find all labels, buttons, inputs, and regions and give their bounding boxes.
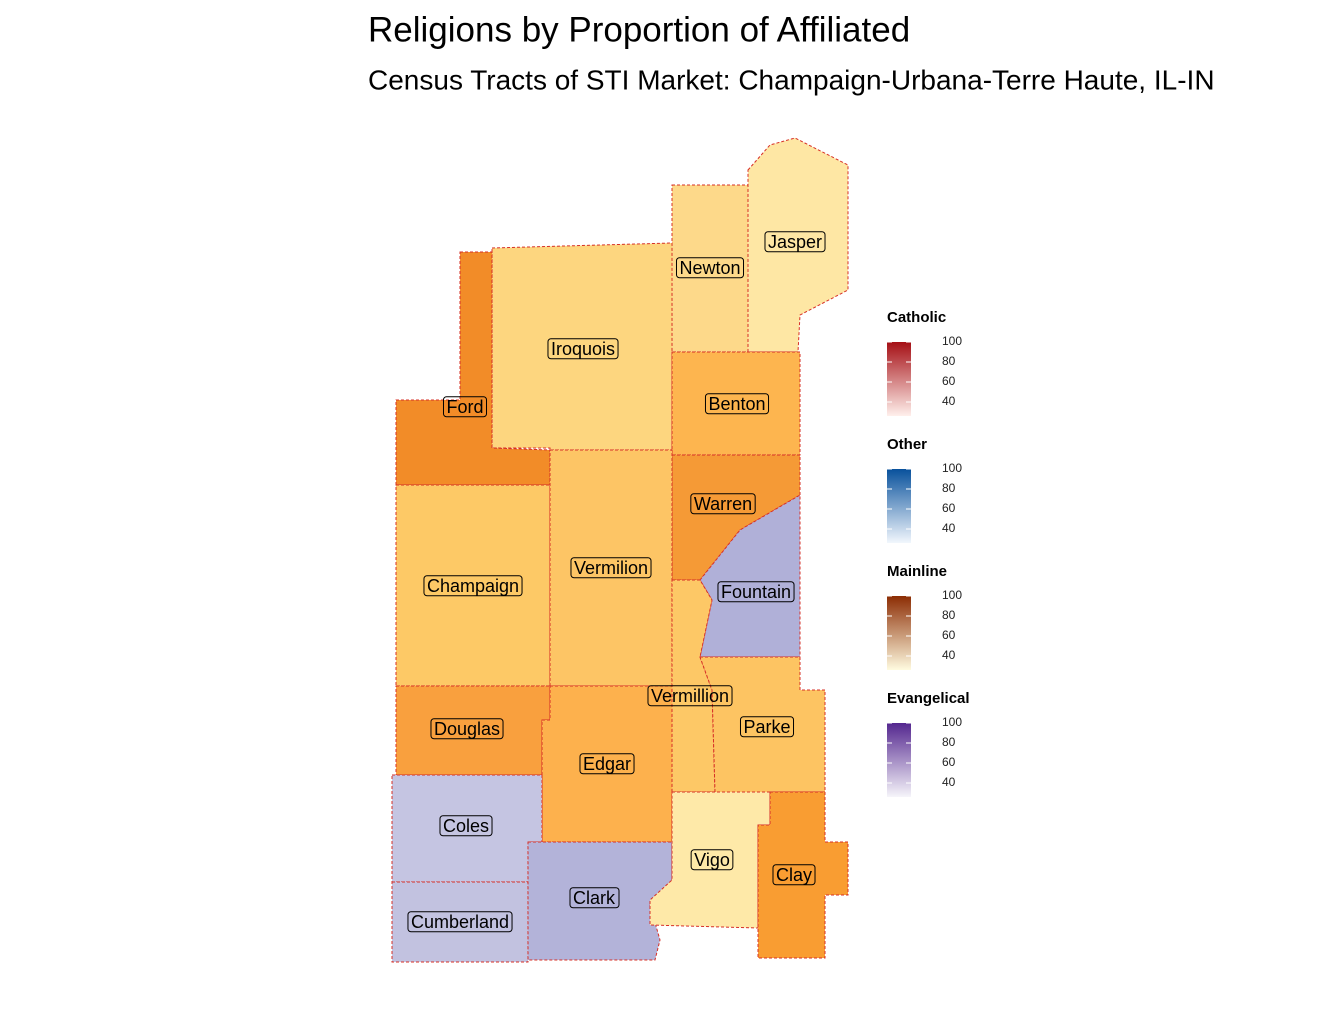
county-label: Vigo [694, 850, 730, 870]
county-label-box [690, 849, 734, 871]
county-label-box [579, 753, 635, 775]
colorbar-tick-label: 80 [942, 481, 956, 495]
county-label: Clark [573, 888, 616, 908]
colorbar-tick-label: 100 [942, 588, 962, 602]
colorbar [887, 469, 911, 543]
county-label-box [570, 557, 652, 579]
colorbar-tick-label: 80 [942, 354, 956, 368]
county-label-box [547, 338, 619, 360]
colorbar-tick-label: 60 [942, 501, 956, 515]
county-area [391, 881, 529, 963]
legend-title: Catholic [887, 309, 946, 326]
county-label: Fountain [721, 582, 791, 602]
county-label: Benton [708, 394, 765, 414]
county-label-box [569, 887, 620, 909]
county-label-box [772, 864, 816, 886]
county-label: Coles [443, 816, 489, 836]
subtitle: Census Tracts of STI Market: Champaign-U… [368, 64, 1215, 95]
legend-title: Mainline [887, 563, 947, 580]
county-label: Warren [694, 494, 752, 514]
county-label: Clay [776, 865, 812, 885]
county-label: Cumberland [411, 912, 509, 932]
colorbar-tick-label: 40 [942, 394, 956, 408]
county-label: Newton [679, 258, 740, 278]
county-label-box [423, 575, 523, 597]
county-area [747, 137, 849, 353]
colorbar-tick-label: 100 [942, 334, 962, 348]
colorbar [887, 723, 911, 797]
county-label: Vermilion [574, 558, 648, 578]
county-label: Douglas [434, 719, 500, 739]
county-label-box [717, 581, 795, 603]
colorbar-tick-label: 100 [942, 715, 962, 729]
county-area [491, 242, 673, 451]
county-area [699, 656, 826, 793]
county-label: Edgar [583, 754, 631, 774]
county-label-box [704, 393, 770, 415]
county-label-box [442, 396, 488, 418]
county-label: Ford [446, 397, 483, 417]
county-area [757, 791, 849, 959]
county-label-box [430, 718, 504, 740]
colorbar [887, 596, 911, 670]
legend-title: Evangelical [887, 690, 970, 707]
county-label-box [764, 231, 826, 253]
county-label-box [675, 257, 745, 279]
county-label-box [739, 716, 795, 738]
colorbar-tick-label: 60 [942, 374, 956, 388]
colorbar-tick-label: 80 [942, 735, 956, 749]
colorbar-tick-label: 60 [942, 628, 956, 642]
title: Religions by Proportion of Affiliated [368, 10, 910, 49]
county-label-box [647, 685, 733, 707]
county-label-box [439, 815, 493, 837]
county-label: Champaign [427, 576, 519, 596]
colorbar-tick-label: 40 [942, 648, 956, 662]
colorbar-tick-label: 100 [942, 461, 962, 475]
county-label: Jasper [768, 232, 822, 252]
county-label-box [407, 911, 513, 933]
county-label: Iroquois [551, 339, 615, 359]
county-label: Vermillion [651, 686, 729, 706]
county-label: Parke [743, 717, 790, 737]
colorbar-tick-label: 40 [942, 521, 956, 535]
colorbar-tick-label: 80 [942, 608, 956, 622]
county-label-box [690, 493, 756, 515]
colorbar [887, 342, 911, 416]
colorbar-tick-label: 60 [942, 755, 956, 769]
colorbar-tick-label: 40 [942, 775, 956, 789]
legend-title: Other [887, 436, 927, 453]
